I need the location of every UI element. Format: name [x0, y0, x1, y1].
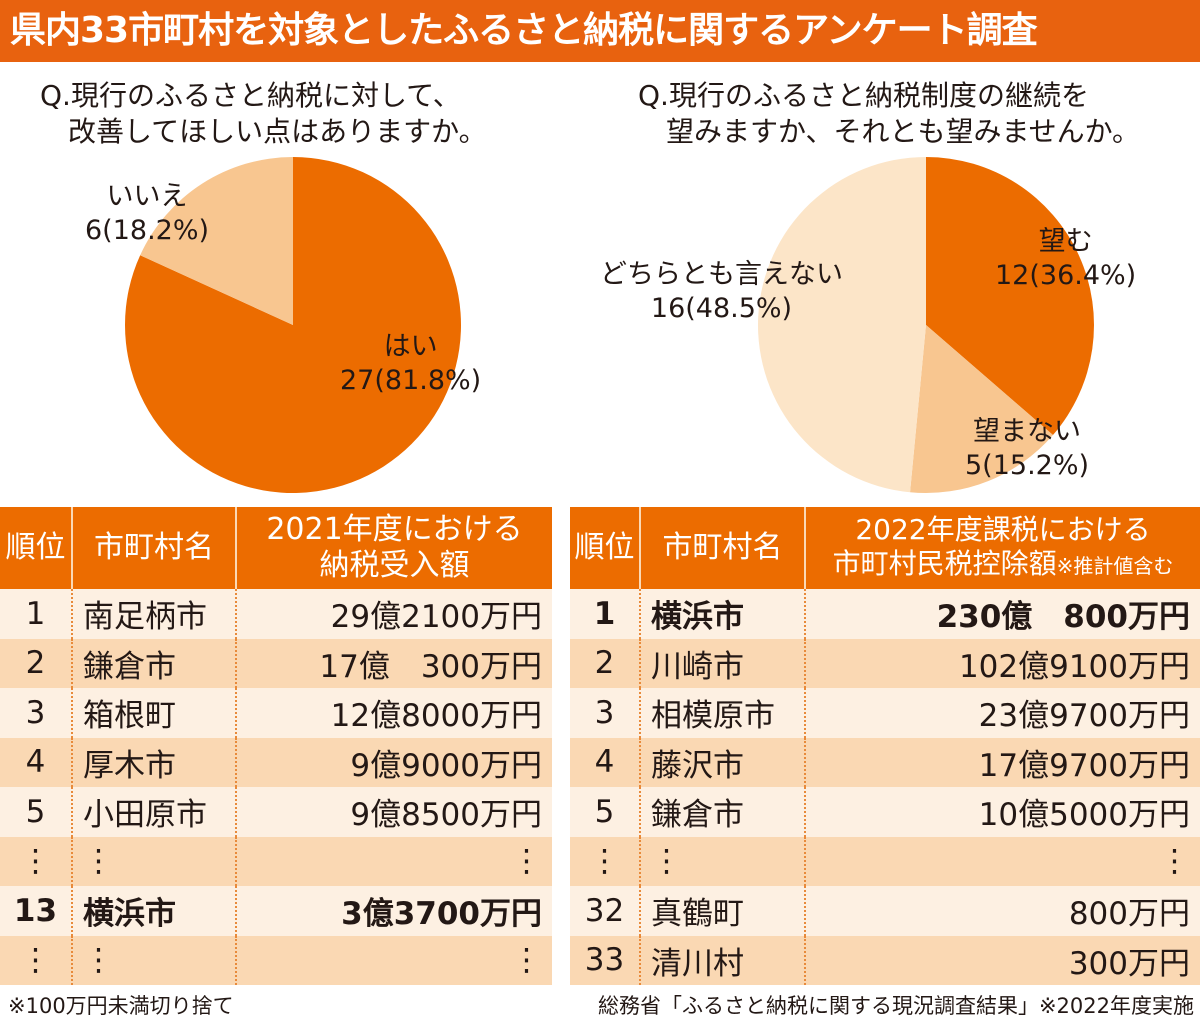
pie2-label-want: 望む 12(36.4%) [995, 226, 1137, 291]
cell-name: 横浜市 [71, 886, 236, 936]
footnote: ※100万円未満切り捨て [8, 994, 234, 1018]
cell-name: ⋮ [71, 935, 236, 985]
cell-name: 小田原市 [71, 787, 236, 837]
cell-rank: 1 [0, 589, 72, 639]
header-name: 市町村名 [71, 507, 236, 589]
cell-rank: 3 [0, 688, 72, 738]
table-row: 5 小田原市 9億8500万円 [0, 787, 552, 837]
source: 総務省「ふるさと納税に関する現況調査結果」※2022年度実施 [597, 994, 1194, 1018]
cell-rank: ⋮ [0, 836, 72, 886]
cell-amount: 230億 800万円 [804, 589, 1200, 639]
header-rank: 順位 [0, 507, 72, 589]
header-amount: 2022年度課税における 市町村民税控除額※推計値含む [804, 507, 1200, 589]
cell-rank: 13 [0, 886, 72, 936]
cell-amount: ⋮ [235, 935, 552, 985]
table-row: 1 横浜市 230億 800万円 [570, 589, 1200, 639]
cell-name: 横浜市 [639, 589, 805, 639]
cell-amount: 29億2100万円 [235, 589, 552, 639]
cell-rank: ⋮ [570, 836, 640, 886]
table-row: ⋮ ⋮ ⋮ [0, 935, 552, 985]
header-name: 市町村名 [639, 507, 805, 589]
cell-amount: 17億 300万円 [235, 638, 552, 688]
table-row: 13 横浜市 3億3700万円 [0, 886, 552, 936]
pie2-label-notwant: 望まない 5(15.2%) [965, 416, 1090, 481]
table-row: 2 川崎市 102億9100万円 [570, 638, 1200, 688]
cell-name: 相模原市 [639, 688, 805, 738]
cell-amount: ⋮ [804, 836, 1200, 886]
cell-amount: 800万円 [804, 886, 1200, 936]
cell-rank: 5 [570, 787, 640, 837]
cell-rank: 5 [0, 787, 72, 837]
table-row: ⋮ ⋮ ⋮ [0, 836, 552, 886]
table-row: 2 鎌倉市 17億 300万円 [0, 638, 552, 688]
pie1-label-yes: はい 27(81.8%) [340, 331, 482, 396]
table-row: ⋮ ⋮ ⋮ [570, 836, 1200, 886]
table-2022: 順位 市町村名 2022年度課税における 市町村民税控除額※推計値含む 1 横浜市… [570, 507, 1200, 985]
cell-amount: ⋮ [235, 836, 552, 886]
cell-name: 川崎市 [639, 638, 805, 688]
cell-name: 鎌倉市 [71, 638, 236, 688]
table-row: 33 清川村 300万円 [570, 935, 1200, 985]
cell-rank: 2 [0, 638, 72, 688]
table-2021: 順位 市町村名 2021年度における 納税受入額 1 南足柄市 29億2100万円 2… [0, 507, 552, 985]
cell-rank: 4 [0, 737, 72, 787]
pie-slice-2 [140, 157, 293, 325]
cell-name: 藤沢市 [639, 737, 805, 787]
table-row: 1 南足柄市 29億2100万円 [0, 589, 552, 639]
cell-rank: 32 [570, 886, 640, 936]
cell-rank: ⋮ [0, 935, 72, 985]
cell-name: ⋮ [639, 836, 805, 886]
page-title: 県内33市町村を対象としたふるさと納税に関するアンケート調査 [0, 0, 1200, 62]
cell-rank: 2 [570, 638, 640, 688]
table-row: 32 真鶴町 800万円 [570, 886, 1200, 936]
cell-name: 清川村 [639, 935, 805, 985]
cell-rank: 33 [570, 935, 640, 985]
pie2-question: Q.現行のふるさと納税制度の継続を 望みますか、それとも望みませんか。 [638, 79, 1141, 148]
cell-amount: 3億3700万円 [235, 886, 552, 936]
cell-rank: 4 [570, 737, 640, 787]
table-row: 5 鎌倉市 10億5000万円 [570, 787, 1200, 837]
pie-slice-2 [910, 325, 1053, 493]
pie1-question: Q.現行のふるさと納税に対して、 改善してほしい点はありますか。 [40, 79, 487, 148]
header-amount: 2021年度における 納税受入額 [235, 507, 552, 589]
cell-name: 鎌倉市 [639, 787, 805, 837]
cell-name: 南足柄市 [71, 589, 236, 639]
table-row: 3 相模原市 23億9700万円 [570, 688, 1200, 738]
pie2-label-neither: どちらとも言えない 16(48.5%) [600, 259, 843, 324]
cell-name: 厚木市 [71, 737, 236, 787]
table-row: 4 厚木市 9億9000万円 [0, 737, 552, 787]
cell-amount: 10億5000万円 [804, 787, 1200, 837]
pie1 [124, 157, 461, 494]
pie2 [758, 157, 1094, 493]
table-row: 4 藤沢市 17億9700万円 [570, 737, 1200, 787]
cell-name: 真鶴町 [639, 886, 805, 936]
cell-amount: 102億9100万円 [804, 638, 1200, 688]
cell-amount: 12億8000万円 [235, 688, 552, 738]
cell-amount: 9億8500万円 [235, 787, 552, 837]
cell-rank: 3 [570, 688, 640, 738]
cell-amount: 23億9700万円 [804, 688, 1200, 738]
cell-amount: 300万円 [804, 935, 1200, 985]
pie1-label-no: いいえ 6(18.2%) [85, 181, 210, 246]
cell-amount: 17億9700万円 [804, 737, 1200, 787]
pie-charts [124, 157, 1094, 494]
cell-name: 箱根町 [71, 688, 236, 738]
header-rank: 順位 [570, 507, 640, 589]
pie-slice-1 [926, 157, 1094, 436]
cell-amount: 9億9000万円 [235, 737, 552, 787]
cell-name: ⋮ [71, 836, 236, 886]
cell-rank: 1 [570, 589, 640, 639]
table-row: 3 箱根町 12億8000万円 [0, 688, 552, 738]
pie-slice-3 [758, 157, 926, 493]
